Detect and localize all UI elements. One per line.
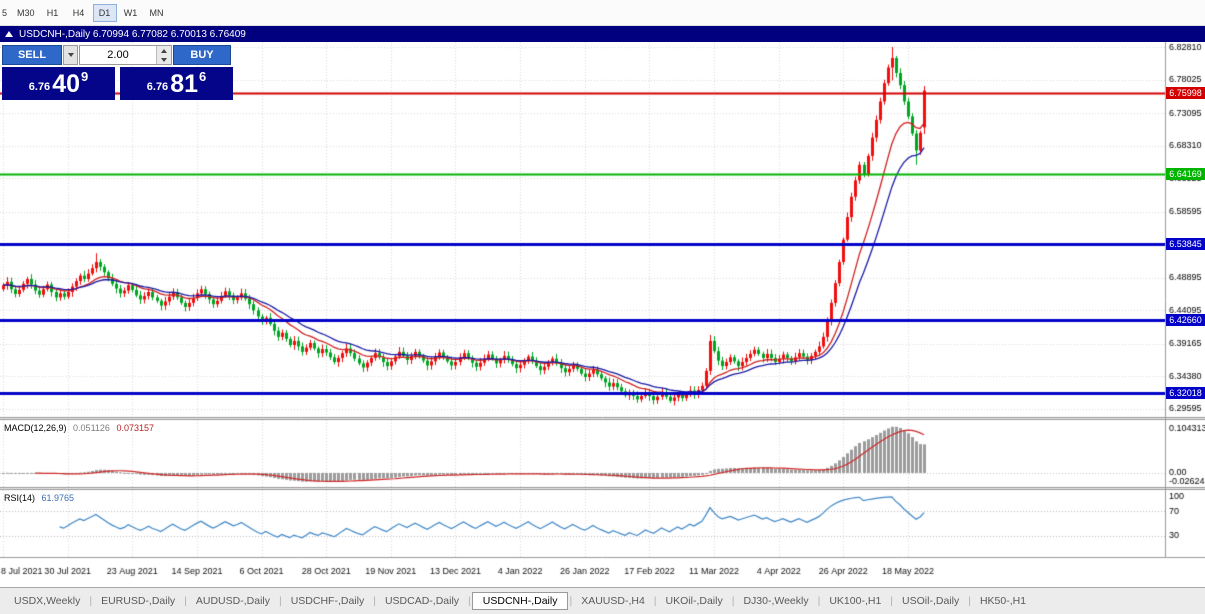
buy-button[interactable]: BUY [173,45,231,65]
tab-separator: | [569,595,573,607]
chevron-down-icon [161,57,167,62]
price-line-badge-6-64169: 6.64169 [1166,167,1205,180]
sell-price-display[interactable]: 6.76 40 9 [2,67,115,100]
sell-button[interactable]: SELL [2,45,62,65]
volume-dropdown-button[interactable] [63,45,78,65]
sell-price-big: 40 [52,70,80,98]
timeframe-button-h4[interactable]: H4 [72,7,85,18]
timeframe-button-h1[interactable]: H1 [46,7,59,18]
volume-input[interactable] [80,46,156,64]
timeframe-button-m30[interactable]: M30 [17,7,35,18]
price-line-badge-6-42660: 6.42660 [1166,314,1205,327]
macd-value-main: 0.051126 [73,423,110,433]
chart-tab-eurusd-daily[interactable]: EURUSD-,Daily [101,595,176,607]
chevron-down-icon [67,53,74,57]
rsi-header: RSI(14) 61.9765 [4,493,74,503]
chart-tab-dj30-weekly[interactable]: DJ30-,Weekly [743,595,809,607]
chevron-up-icon [161,48,167,53]
macd-value-signal: 0.073157 [116,423,154,433]
tab-separator: | [731,595,735,607]
chart-tab-hk50-h1[interactable]: HK50-,H1 [979,595,1027,607]
chart-tab-usdcnh-daily[interactable]: USDCNH-,Daily [471,592,569,610]
chart-tab-uk100-h1[interactable]: UK100-,H1 [829,595,882,607]
volume-increase-button[interactable] [157,46,171,55]
price-line-badge-6-53845: 6.53845 [1166,238,1205,251]
tab-separator: | [89,595,93,607]
tab-separator: | [653,595,657,607]
chart-title: USDCNH-,Daily 6.70994 6.77082 6.70013 6.… [19,28,246,40]
chart-tab-usdcad-daily[interactable]: USDCAD-,Daily [384,595,460,607]
timeframe-toolbar: 5 M30 H1 H4 D1 W1 MN [0,0,1205,26]
tab-separator: | [278,595,282,607]
macd-header: MACD(12,26,9) 0.051126 0.073157 [4,423,154,433]
chart-tab-ukoil-daily[interactable]: UKOil-,Daily [665,595,723,607]
macd-name: MACD(12,26,9) [4,423,67,433]
tab-separator: | [373,595,376,607]
price-line-badge-6-32018: 6.32018 [1166,386,1205,399]
chart-window-icon [5,31,13,37]
rsi-value: 61.9765 [41,493,75,503]
sell-price-prefix: 6.76 [28,81,51,94]
chart-tab-audusd-daily[interactable]: AUDUSD-,Daily [195,595,270,607]
buy-price-big: 81 [170,70,198,98]
buy-price-prefix: 6.76 [146,81,169,94]
timeframe-button-w1[interactable]: W1 [123,7,138,18]
timeframe-button-d1[interactable]: D1 [92,3,117,22]
timeframe-button-mn[interactable]: MN [149,7,164,18]
tab-separator: | [890,595,894,607]
chart-tab-usoil-daily[interactable]: USOil-,Daily [902,595,960,607]
chart-tab-xauusd-h4[interactable]: XAUUSD-,H4 [581,595,645,607]
tab-separator: | [184,595,187,607]
chart-tabs-bar: USDX,Weekly | EURUSD-,Daily | AUDUSD-,Daily |… [0,587,1205,614]
volume-decrease-button[interactable] [157,55,171,64]
sell-price-sup: 9 [81,69,89,84]
chart-tab-usdchf-daily[interactable]: USDCHF-,Daily [290,595,365,607]
chart-titlebar[interactable]: USDCNH-,Daily 6.70994 6.77082 6.70013 6.… [0,26,1205,42]
timeframe-button-5[interactable]: 5 [1,7,7,18]
buy-price-sup: 6 [199,69,207,84]
tab-separator: | [817,595,821,607]
tab-separator: | [468,595,471,607]
chart-tab-usdx-weekly[interactable]: USDX,Weekly [14,595,81,607]
tab-separator: | [968,595,971,607]
rsi-name: RSI(14) [4,493,36,503]
price-line-badge-6-75998: 6.75998 [1166,87,1205,100]
buy-price-display[interactable]: 6.76 81 6 [120,67,233,100]
one-click-trading-panel: SELL BUY 6.76 40 9 6.76 81 6 [2,45,233,100]
